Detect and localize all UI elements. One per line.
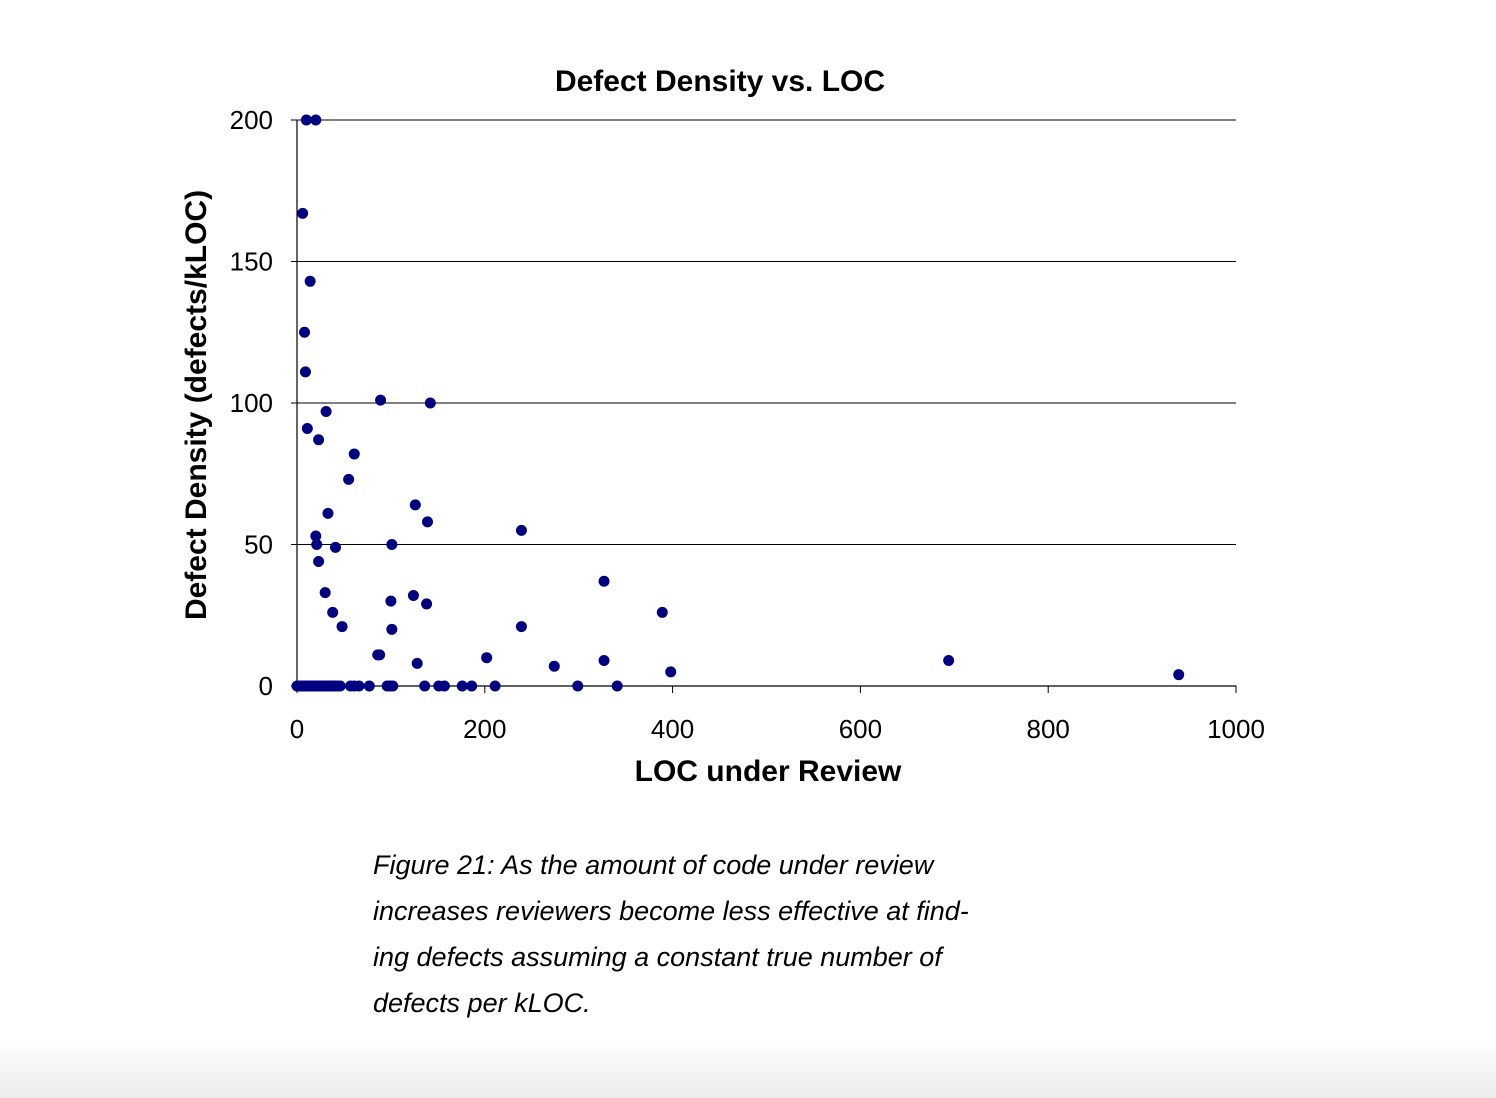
x-axis-title: LOC under Review <box>635 755 902 788</box>
data-point <box>572 680 584 692</box>
caption-line: ing defects assuming a constant true num… <box>373 942 942 972</box>
y-tick-label: 200 <box>230 105 273 135</box>
data-point <box>334 680 346 692</box>
data-point <box>489 680 501 692</box>
data-point <box>329 541 341 553</box>
data-point <box>409 499 421 511</box>
data-point <box>611 680 623 692</box>
data-point <box>548 660 560 672</box>
data-point <box>348 448 360 460</box>
data-point <box>419 680 431 692</box>
data-point <box>301 422 313 434</box>
data-point <box>943 655 955 667</box>
x-tick-label: 0 <box>290 714 304 744</box>
data-point <box>313 555 325 567</box>
data-point <box>656 606 668 618</box>
data-point <box>438 680 450 692</box>
data-point <box>299 366 311 378</box>
data-point <box>343 473 355 485</box>
data-point <box>313 434 325 446</box>
data-point <box>322 507 334 519</box>
x-tick-label: 800 <box>1027 714 1070 744</box>
data-point <box>424 397 436 409</box>
data-point <box>320 405 332 417</box>
caption-line: increases reviewers become less effectiv… <box>373 896 969 926</box>
x-tick-label: 400 <box>651 714 694 744</box>
data-point <box>515 621 527 633</box>
data-point <box>481 652 493 664</box>
data-point <box>598 575 610 587</box>
data-point <box>297 207 309 219</box>
data-point <box>515 524 527 536</box>
data-point <box>363 680 375 692</box>
y-axis-title: Defect Density (defects/kLOC) <box>180 190 213 620</box>
gridlines <box>297 119 1236 545</box>
y-tick-label: 150 <box>230 247 273 277</box>
data-point <box>375 394 387 406</box>
data-point <box>310 114 322 126</box>
data-point <box>456 680 468 692</box>
y-tick-label: 100 <box>230 388 273 418</box>
figure-caption: Figure 21: As the amount of code under r… <box>373 842 1093 1026</box>
data-point <box>422 516 434 528</box>
data-point <box>299 326 311 338</box>
data-point <box>598 655 610 667</box>
axes <box>291 119 1237 693</box>
data-point <box>411 657 423 669</box>
x-tick-label: 600 <box>839 714 882 744</box>
data-point <box>386 623 398 635</box>
data-point <box>385 595 397 607</box>
page-bottom-shadow <box>0 1038 1496 1098</box>
data-point <box>319 587 331 599</box>
x-tick-label: 200 <box>463 714 506 744</box>
data-point <box>336 621 348 633</box>
caption-line: Figure 21: As the amount of code under r… <box>373 850 934 880</box>
data-points <box>291 114 1185 692</box>
data-point <box>304 275 316 287</box>
data-point <box>353 680 365 692</box>
y-tick-label: 0 <box>259 671 273 701</box>
x-tick-label: 1000 <box>1207 714 1265 744</box>
data-point <box>665 666 677 678</box>
data-point <box>310 530 322 542</box>
data-point <box>387 680 399 692</box>
data-point <box>311 539 323 550</box>
data-point <box>1173 669 1185 681</box>
caption-line: defects per kLOC. <box>373 988 591 1018</box>
chart-title: Defect Density vs. LOC <box>555 65 885 98</box>
data-point <box>327 606 339 618</box>
data-point <box>300 114 312 126</box>
data-point <box>374 649 386 661</box>
tick-labels: 0 50 100 150 200 0 200 400 600 800 1000 <box>230 105 1265 744</box>
data-point <box>466 680 478 692</box>
data-point <box>421 598 433 610</box>
data-point <box>407 589 419 601</box>
y-tick-label: 50 <box>244 530 273 560</box>
data-point <box>386 539 398 550</box>
